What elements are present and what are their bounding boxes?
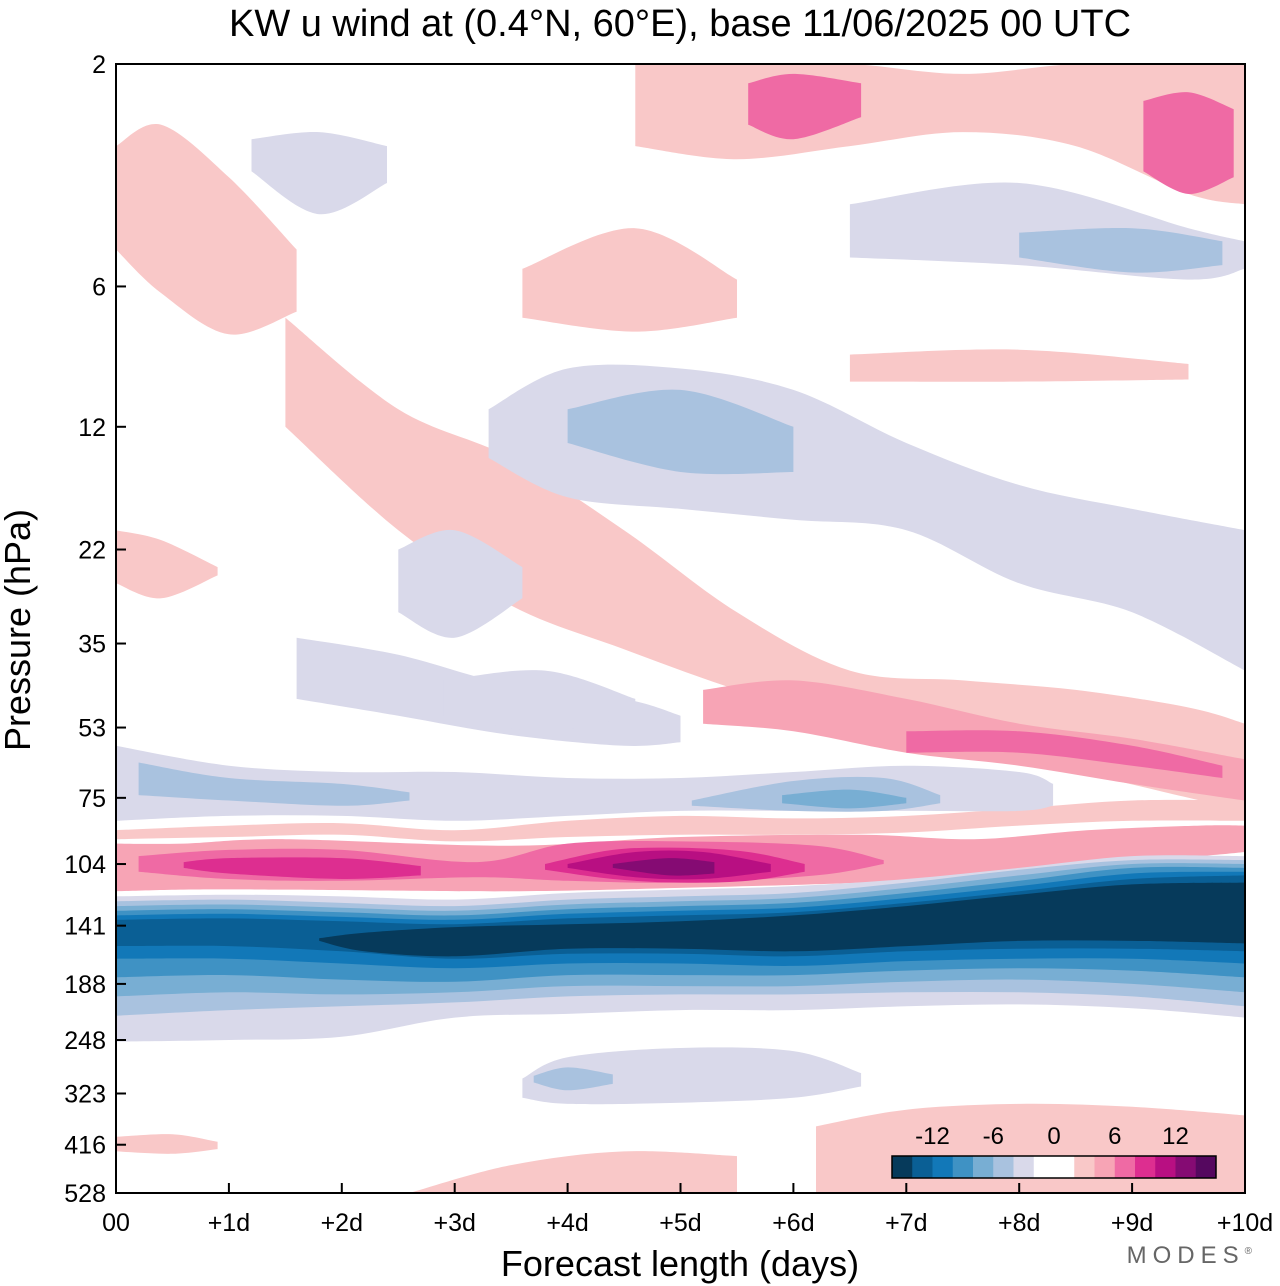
y-tick-label: 6 bbox=[92, 273, 106, 301]
colorbar-swatch bbox=[1195, 1156, 1217, 1178]
y-tick-label: 416 bbox=[64, 1132, 106, 1160]
y-tick-label: 53 bbox=[78, 715, 106, 743]
colorbar: -12 -6 0 6 12 bbox=[891, 1123, 1217, 1179]
contour-region-18 bbox=[116, 799, 1245, 842]
contour-region-30 bbox=[748, 73, 862, 140]
y-tick-label: 35 bbox=[78, 631, 106, 659]
colorbar-swatch bbox=[892, 1156, 913, 1178]
x-tick-label: +4d bbox=[546, 1209, 588, 1237]
contour-region-36 bbox=[251, 131, 387, 215]
chart-title: KW u wind at (0.4°N, 60°E), base 11/06/2… bbox=[229, 3, 1131, 45]
contour-region-33 bbox=[849, 349, 1189, 382]
colorbar-label: -6 bbox=[983, 1123, 1004, 1150]
x-tick-label: +7d bbox=[885, 1209, 927, 1237]
contour-region-35 bbox=[1019, 227, 1223, 273]
contour-region-12 bbox=[319, 882, 1245, 957]
colorbar-swatch bbox=[1155, 1156, 1176, 1178]
colorbar-swatch bbox=[1054, 1156, 1075, 1178]
colorbar-swatch bbox=[1175, 1156, 1197, 1178]
x-axis-label: Forecast length (days) bbox=[501, 1243, 859, 1284]
y-tick-label: 323 bbox=[64, 1080, 106, 1108]
colorbar-swatch bbox=[912, 1156, 933, 1178]
colorbar-swatch bbox=[1033, 1156, 1055, 1178]
contour-region-14 bbox=[533, 1067, 613, 1091]
colorbar-swatch bbox=[1013, 1156, 1035, 1178]
contour-region-40 bbox=[116, 530, 218, 599]
contour-fills bbox=[116, 64, 1245, 1193]
y-tick-label: 104 bbox=[64, 851, 106, 879]
colorbar-label: 12 bbox=[1162, 1123, 1189, 1150]
modes-logo: MODES® bbox=[1126, 1242, 1252, 1269]
x-axis: 00 +1d +2d +3d +4d +5d +6d +7d +8d +9d +10d bbox=[102, 1183, 1273, 1237]
contour-region-26 bbox=[906, 730, 1223, 778]
colorbar-label: 0 bbox=[1047, 1123, 1060, 1150]
colorbar-swatch bbox=[1094, 1156, 1116, 1178]
colorbar-swatch bbox=[932, 1156, 954, 1178]
y-tick-label: 248 bbox=[64, 1027, 106, 1055]
y-tick-label: 2 bbox=[92, 51, 106, 79]
contour-region-31 bbox=[1143, 92, 1234, 195]
colorbar-frame bbox=[891, 1155, 1217, 1179]
y-axis-label: Pressure (hPa) bbox=[0, 509, 38, 751]
x-tick-label: +8d bbox=[998, 1209, 1040, 1237]
colorbar-label: -12 bbox=[915, 1123, 950, 1150]
colorbar-swatch bbox=[952, 1156, 974, 1178]
x-tick-label: +2d bbox=[321, 1209, 363, 1237]
contour-region-38 bbox=[443, 670, 636, 732]
x-tick-label: +6d bbox=[772, 1209, 814, 1237]
colorbar-swatch bbox=[1074, 1156, 1095, 1178]
contour-region-17 bbox=[116, 1134, 218, 1154]
contour-region-20 bbox=[138, 762, 410, 806]
contour-region-32 bbox=[522, 228, 737, 332]
y-tick-label: 188 bbox=[64, 971, 106, 999]
colorbar-swatch bbox=[993, 1156, 1014, 1178]
x-tick-label: +10d bbox=[1217, 1209, 1273, 1237]
colorbar-swatch bbox=[1135, 1156, 1156, 1178]
x-tick-label: +5d bbox=[659, 1209, 701, 1237]
contour-region-24 bbox=[285, 317, 1245, 811]
x-tick-label: +9d bbox=[1111, 1209, 1153, 1237]
contour-region-13 bbox=[522, 1047, 862, 1105]
y-tick-label: 22 bbox=[78, 537, 106, 565]
y-tick-label: 12 bbox=[78, 414, 106, 442]
colorbar-swatch bbox=[973, 1156, 994, 1178]
contour-region-22 bbox=[782, 789, 907, 809]
contour-region-16 bbox=[409, 1151, 737, 1193]
contour-region-5 bbox=[612, 858, 715, 876]
contour-region-2 bbox=[183, 857, 421, 880]
y-tick-label: 75 bbox=[78, 785, 106, 813]
y-tick-label: 141 bbox=[64, 913, 106, 941]
colorbar-swatch bbox=[1114, 1156, 1136, 1178]
x-tick-label: +3d bbox=[433, 1209, 475, 1237]
contour-region-28 bbox=[567, 389, 794, 475]
contour-region-37 bbox=[398, 529, 523, 638]
colorbar-label: 6 bbox=[1108, 1123, 1121, 1150]
x-tick-label: 00 bbox=[102, 1209, 130, 1237]
y-tick-label: 528 bbox=[64, 1180, 106, 1208]
x-tick-label: +1d bbox=[208, 1209, 250, 1237]
contour-region-39 bbox=[116, 124, 297, 335]
y-axis: 2 6 12 22 35 53 75 104 141 188 248 323 416 528 bbox=[64, 51, 126, 1208]
